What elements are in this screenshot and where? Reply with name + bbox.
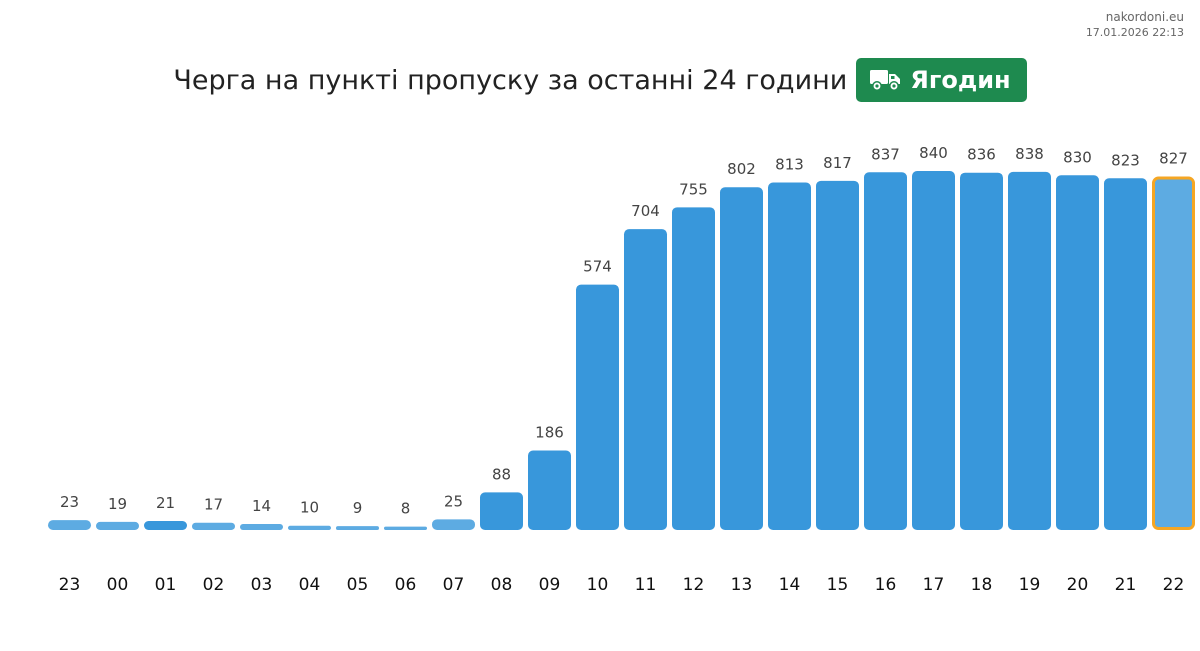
bar-13 <box>720 187 763 530</box>
bar-12 <box>672 207 715 530</box>
bar-09 <box>528 450 571 530</box>
x-tick-11: 11 <box>635 575 657 595</box>
value-label-04: 10 <box>300 499 319 517</box>
value-label-05: 9 <box>353 499 363 517</box>
bar-chart: 23 23 19 00 21 01 17 02 14 03 10 04 9 05 8 06 25 07 88 08 18… <box>48 144 1195 595</box>
bar-16 <box>864 172 907 530</box>
value-label-13: 802 <box>727 160 756 178</box>
value-label-14: 813 <box>775 156 804 174</box>
x-tick-10: 10 <box>587 575 609 595</box>
checkpoint-name: Ягодин <box>910 66 1011 94</box>
bar-17 <box>912 171 955 530</box>
bar-03 <box>240 524 283 530</box>
x-tick-17: 17 <box>923 575 945 595</box>
x-tick-16: 16 <box>875 575 897 595</box>
bar-08 <box>480 492 523 530</box>
bar-23 <box>48 520 91 530</box>
value-label-17: 840 <box>919 144 948 162</box>
value-label-08: 88 <box>492 465 511 483</box>
bar-06 <box>384 526 427 530</box>
bar-02 <box>192 522 235 530</box>
x-tick-13: 13 <box>731 575 753 595</box>
x-tick-06: 06 <box>395 575 417 595</box>
x-tick-19: 19 <box>1019 575 1041 595</box>
checkpoint-badge: Ягодин <box>856 58 1027 102</box>
bar-18 <box>960 172 1003 530</box>
value-label-23: 23 <box>60 493 79 511</box>
value-label-12: 755 <box>679 180 708 198</box>
x-tick-05: 05 <box>347 575 369 595</box>
value-label-07: 25 <box>444 492 463 510</box>
value-label-15: 817 <box>823 154 852 172</box>
value-label-10: 574 <box>583 258 612 276</box>
bar-10 <box>576 284 619 530</box>
value-label-09: 186 <box>535 424 564 442</box>
bar-05 <box>336 526 379 530</box>
bar-20 <box>1056 175 1099 530</box>
value-label-22: 827 <box>1159 150 1188 168</box>
bar-04 <box>288 525 331 530</box>
x-tick-03: 03 <box>251 575 273 595</box>
value-label-11: 704 <box>631 202 660 220</box>
value-label-02: 17 <box>204 496 223 514</box>
x-tick-22: 22 <box>1163 575 1185 595</box>
x-tick-02: 02 <box>203 575 225 595</box>
x-tick-07: 07 <box>443 575 465 595</box>
value-label-21: 823 <box>1111 151 1140 169</box>
bar-19 <box>1008 171 1051 530</box>
x-tick-14: 14 <box>779 575 801 595</box>
chart-header: Черга на пункті пропуску за останні 24 г… <box>0 58 1200 102</box>
bar-11 <box>624 229 667 530</box>
x-tick-12: 12 <box>683 575 705 595</box>
value-label-16: 837 <box>871 145 900 163</box>
x-tick-01: 01 <box>155 575 177 595</box>
source-info: nakordoni.eu 17.01.2026 22:13 <box>1086 9 1184 41</box>
bar-00 <box>96 521 139 530</box>
value-label-19: 838 <box>1015 145 1044 163</box>
value-label-03: 14 <box>252 497 271 515</box>
x-tick-04: 04 <box>299 575 321 595</box>
timestamp: 17.01.2026 22:13 <box>1085 26 1184 39</box>
chart-title: Черга на пункті пропуску за останні 24 г… <box>173 64 848 96</box>
x-tick-20: 20 <box>1067 575 1089 595</box>
bar-21 <box>1104 178 1147 530</box>
value-label-20: 830 <box>1063 148 1092 166</box>
x-tick-18: 18 <box>971 575 993 595</box>
bar-07 <box>432 519 475 530</box>
bar-22 <box>1152 176 1195 531</box>
bar-01 <box>144 521 187 530</box>
x-tick-21: 21 <box>1115 575 1137 595</box>
value-label-06: 8 <box>401 500 411 518</box>
x-tick-23: 23 <box>59 575 81 595</box>
x-tick-00: 00 <box>107 575 129 595</box>
value-label-00: 19 <box>108 495 127 513</box>
bar-14 <box>768 182 811 530</box>
x-tick-09: 09 <box>539 575 561 595</box>
value-label-01: 21 <box>156 494 175 512</box>
x-tick-15: 15 <box>827 575 849 595</box>
value-label-18: 836 <box>967 146 996 164</box>
site-name: nakordoni.eu <box>1105 10 1184 24</box>
bar-15 <box>816 180 859 530</box>
x-tick-08: 08 <box>491 575 513 595</box>
truck-icon <box>870 70 901 91</box>
